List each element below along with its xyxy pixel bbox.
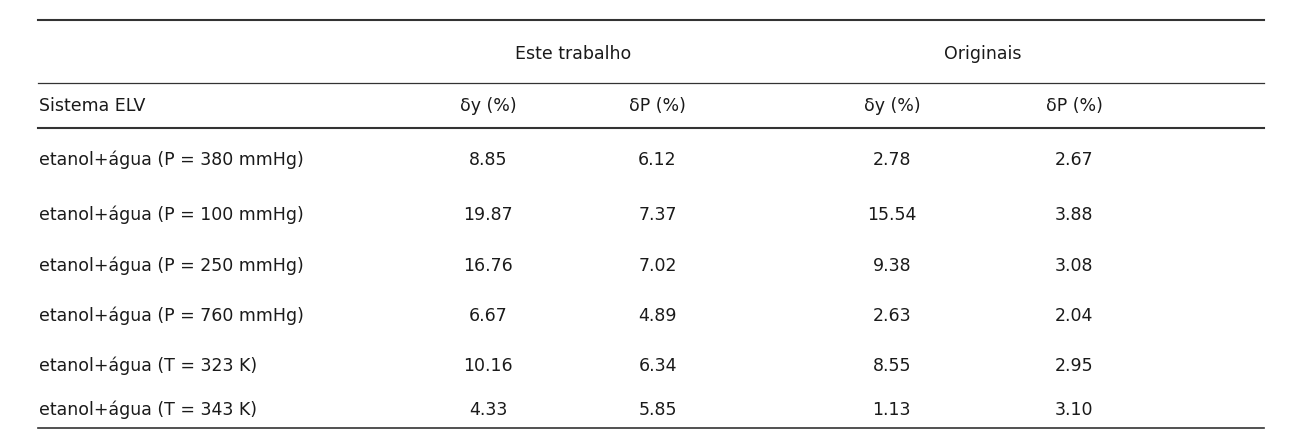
Text: 7.02: 7.02 (638, 257, 677, 275)
Text: 5.85: 5.85 (638, 401, 677, 419)
Text: 3.10: 3.10 (1055, 401, 1094, 419)
Text: Este trabalho: Este trabalho (514, 45, 631, 63)
Text: 2.67: 2.67 (1055, 151, 1094, 169)
Text: Sistema ELV: Sistema ELV (39, 97, 146, 115)
Text: 7.37: 7.37 (638, 206, 677, 224)
Text: 4.89: 4.89 (638, 307, 677, 325)
Text: etanol+água (T = 343 K): etanol+água (T = 343 K) (39, 401, 256, 419)
Text: 2.04: 2.04 (1055, 307, 1094, 325)
Text: 15.54: 15.54 (867, 206, 917, 224)
Text: δP (%): δP (%) (629, 97, 686, 115)
Text: δy (%): δy (%) (863, 97, 921, 115)
Text: etanol+água (P = 760 mmHg): etanol+água (P = 760 mmHg) (39, 307, 303, 325)
Text: 4.33: 4.33 (469, 401, 508, 419)
Text: etanol+água (T = 323 K): etanol+água (T = 323 K) (39, 357, 258, 375)
Text: 2.95: 2.95 (1055, 357, 1094, 375)
Text: 2.63: 2.63 (872, 307, 911, 325)
Text: etanol+água (P = 380 mmHg): etanol+água (P = 380 mmHg) (39, 151, 303, 169)
Text: δP (%): δP (%) (1046, 97, 1103, 115)
Text: 2.78: 2.78 (872, 151, 911, 169)
Text: δy (%): δy (%) (460, 97, 517, 115)
Text: 1.13: 1.13 (872, 401, 911, 419)
Text: 9.38: 9.38 (872, 257, 911, 275)
Text: etanol+água (P = 100 mmHg): etanol+água (P = 100 mmHg) (39, 206, 303, 224)
Text: 3.88: 3.88 (1055, 206, 1094, 224)
Text: 16.76: 16.76 (464, 257, 513, 275)
Text: 6.34: 6.34 (638, 357, 677, 375)
Text: 8.55: 8.55 (872, 357, 911, 375)
Text: etanol+água (P = 250 mmHg): etanol+água (P = 250 mmHg) (39, 257, 303, 275)
Text: 6.67: 6.67 (469, 307, 508, 325)
Text: 10.16: 10.16 (464, 357, 513, 375)
Text: 6.12: 6.12 (638, 151, 677, 169)
Text: 8.85: 8.85 (469, 151, 508, 169)
Text: Originais: Originais (944, 45, 1022, 63)
Text: 3.08: 3.08 (1055, 257, 1094, 275)
Text: 19.87: 19.87 (464, 206, 513, 224)
